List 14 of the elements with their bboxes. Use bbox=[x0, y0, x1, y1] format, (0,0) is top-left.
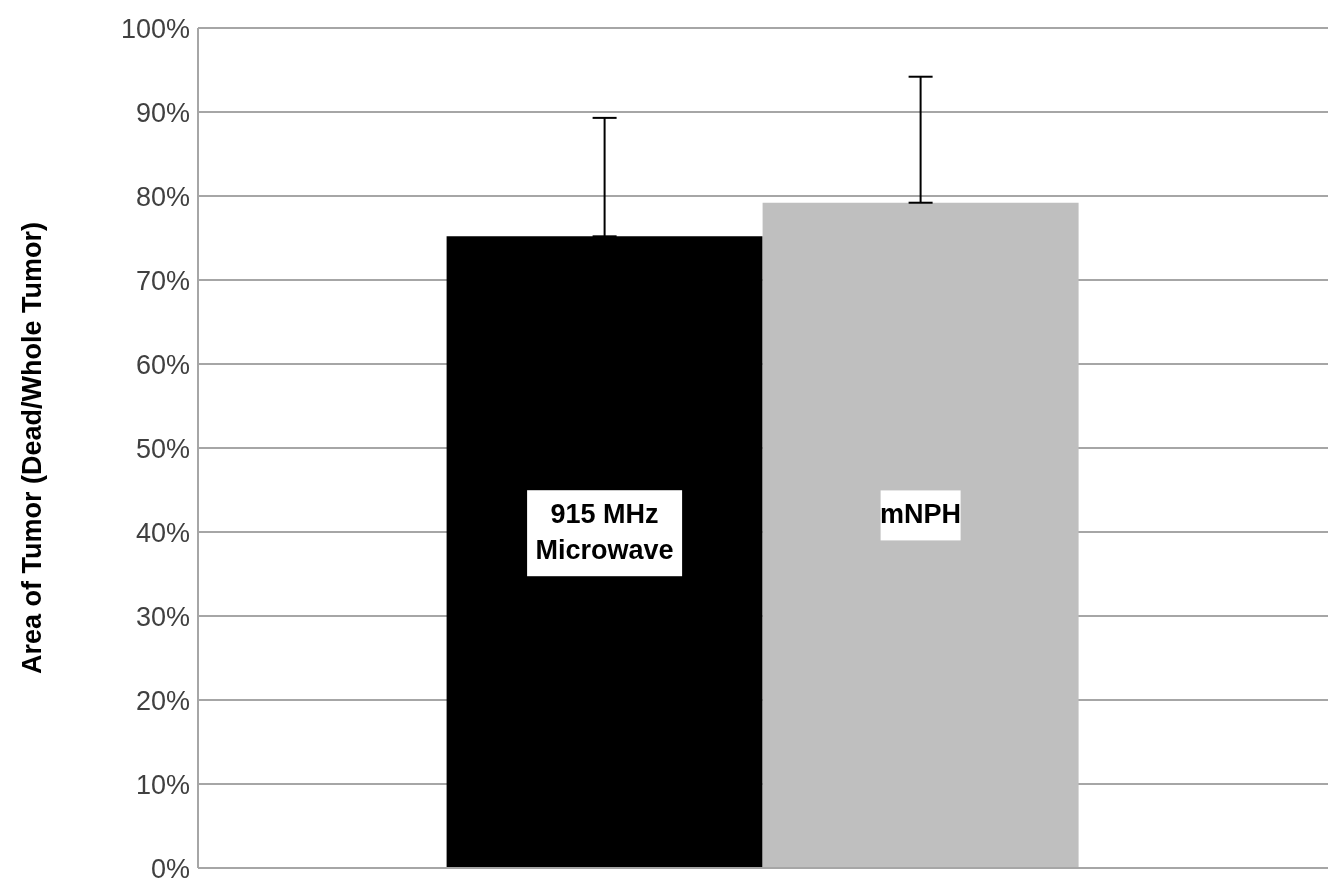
series-label: mNPH bbox=[880, 499, 962, 530]
y-tick-label: 80% bbox=[135, 181, 190, 212]
y-tick-label: 70% bbox=[135, 265, 190, 296]
y-axis-title: Area of Tumor (Dead/Whole Tumor) bbox=[16, 222, 47, 674]
y-tick-label: 0% bbox=[150, 853, 190, 884]
y-tick-label: 60% bbox=[135, 349, 190, 380]
y-tick-label: 90% bbox=[135, 97, 190, 128]
y-tick-label: 30% bbox=[135, 601, 190, 632]
y-tick-label: 50% bbox=[135, 433, 190, 464]
y-tick-label: 100% bbox=[120, 13, 190, 44]
series-label: 915 MHz Microwave bbox=[535, 499, 674, 566]
y-tick-label: 40% bbox=[135, 517, 190, 548]
y-tick-label: 10% bbox=[135, 769, 190, 800]
y-tick-label: 20% bbox=[135, 685, 190, 716]
